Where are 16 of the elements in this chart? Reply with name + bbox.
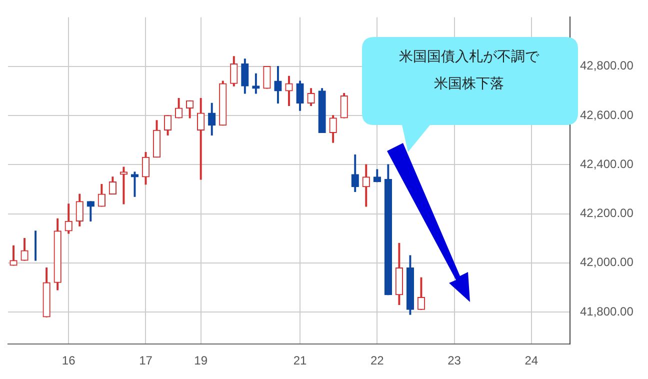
x-tick-label: 16: [62, 354, 76, 368]
y-tick-label: 42,000.00: [580, 255, 634, 270]
x-tick-label: 19: [194, 354, 208, 368]
x-tick-label: 17: [139, 354, 153, 368]
y-tick-label: 41,800.00: [580, 304, 634, 318]
y-tick-label: 42,800.00: [580, 58, 634, 73]
x-tick-label: 23: [448, 354, 462, 368]
y-tick-label: 42,600.00: [580, 108, 634, 122]
annotation: 米国国債入札が不調で: [399, 49, 539, 65]
x-tick-label: 21: [293, 354, 308, 368]
annotation: 米国株下落: [434, 76, 504, 92]
x-tick-label: 24: [524, 354, 538, 368]
y-tick-label: 42,200.00: [580, 206, 634, 220]
x-tick-label: 22: [370, 354, 384, 368]
candlestick: [120, 166, 128, 204]
y-tick-label: 42,400.00: [580, 156, 634, 171]
